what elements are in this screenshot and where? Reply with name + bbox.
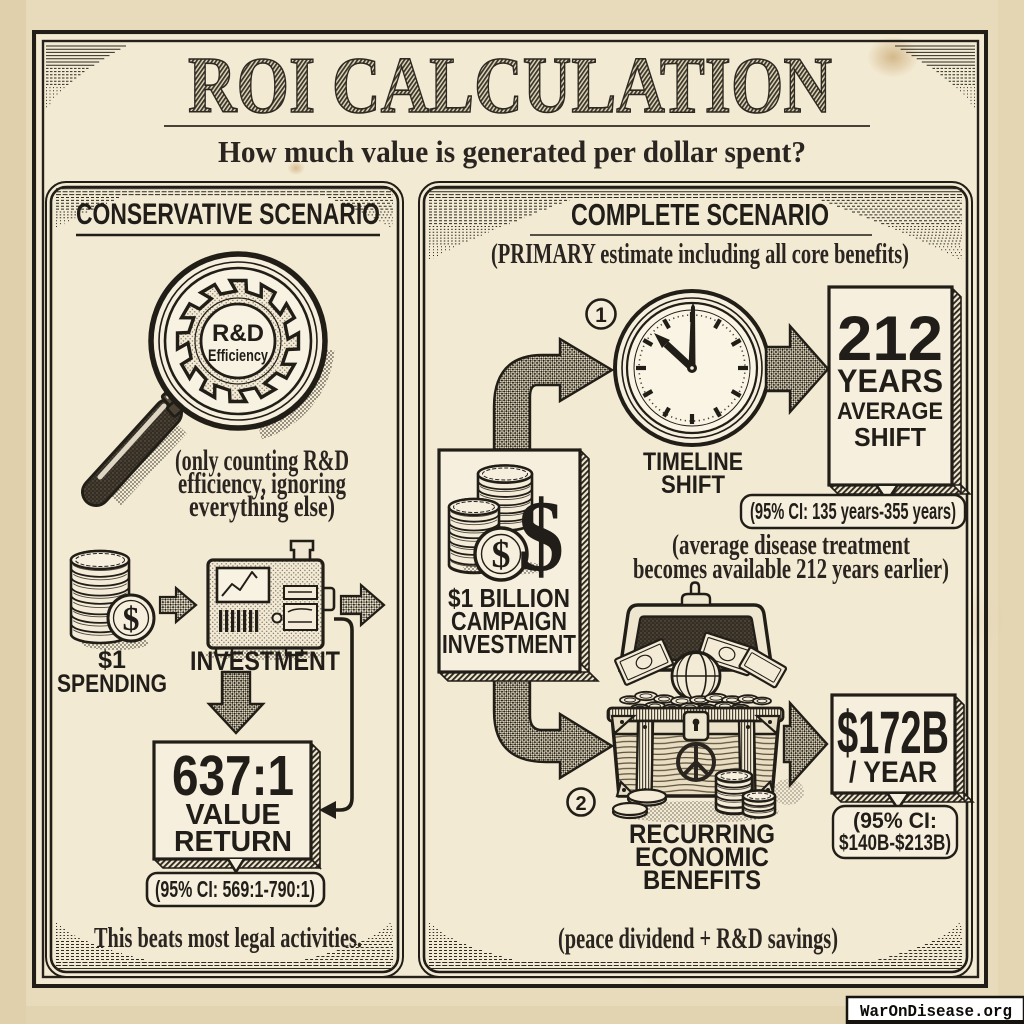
svg-text:(PRIMARY estimate including al: (PRIMARY estimate including all core ben… xyxy=(491,238,909,270)
svg-text:becomes available 212 years ea: becomes available 212 years earlier) xyxy=(633,553,949,585)
svg-text:$: $ xyxy=(123,601,140,638)
svg-text:$140B-$213B): $140B-$213B) xyxy=(839,830,951,855)
svg-text:$: $ xyxy=(518,480,564,593)
svg-text:(peace dividend + R&D savings): (peace dividend + R&D savings) xyxy=(558,922,838,955)
svg-text:SPENDING: SPENDING xyxy=(57,670,167,698)
svg-text:(95% CI: 135 years-355 years): (95% CI: 135 years-355 years) xyxy=(750,498,956,524)
svg-text:WarOnDisease.org: WarOnDisease.org xyxy=(860,1003,1012,1022)
svg-text:RETURN: RETURN xyxy=(174,826,292,858)
svg-text:$172B: $172B xyxy=(837,699,949,766)
svg-text:CAMPAIGN: CAMPAIGN xyxy=(451,606,567,636)
svg-text:(95% CI:: (95% CI: xyxy=(853,808,937,833)
svg-text:1: 1 xyxy=(595,304,607,327)
svg-text:COMPLETE SCENARIO: COMPLETE SCENARIO xyxy=(571,197,829,232)
svg-text:everything else): everything else) xyxy=(189,490,335,523)
svg-text:$: $ xyxy=(492,534,511,576)
svg-text:AVERAGE: AVERAGE xyxy=(837,398,943,425)
svg-text:212: 212 xyxy=(837,304,943,374)
svg-text:BENEFITS: BENEFITS xyxy=(643,865,761,895)
svg-text:TIMELINE: TIMELINE xyxy=(643,448,743,476)
svg-text:637:1: 637:1 xyxy=(172,744,294,808)
svg-text:$1: $1 xyxy=(98,646,126,674)
svg-text:INVESTMENT: INVESTMENT xyxy=(190,646,340,676)
svg-text:This beats most legal activiti: This beats most legal activities. xyxy=(94,922,362,954)
svg-text:/ YEAR: / YEAR xyxy=(849,756,937,789)
svg-text:2: 2 xyxy=(575,793,586,815)
svg-text:$1 BILLION: $1 BILLION xyxy=(448,583,570,613)
svg-text:(only counting R&D: (only counting R&D xyxy=(175,444,349,477)
svg-text:RECURRING: RECURRING xyxy=(629,819,775,849)
svg-text:How much value is generated pe: How much value is generated per dollar s… xyxy=(218,134,806,169)
svg-text:ECONOMIC: ECONOMIC xyxy=(635,842,769,872)
svg-text:ROI CALCULATION: ROI CALCULATION xyxy=(188,42,832,130)
svg-text:R&D: R&D xyxy=(212,320,264,347)
svg-text:VALUE: VALUE xyxy=(186,799,281,831)
svg-text:SHIFT: SHIFT xyxy=(661,471,725,499)
svg-text:SHIFT: SHIFT xyxy=(854,422,926,452)
svg-text:CONSERVATIVE SCENARIO: CONSERVATIVE SCENARIO xyxy=(76,198,380,231)
svg-text:(average disease treatment: (average disease treatment xyxy=(672,529,910,561)
svg-text:INVESTMENT: INVESTMENT xyxy=(442,629,576,659)
svg-text:YEARS: YEARS xyxy=(837,363,943,399)
svg-text:efficiency, ignoring: efficiency, ignoring xyxy=(178,467,346,500)
svg-text:Efficiency: Efficiency xyxy=(208,347,269,365)
svg-text:(95% CI: 569:1-790:1): (95% CI: 569:1-790:1) xyxy=(155,876,315,902)
